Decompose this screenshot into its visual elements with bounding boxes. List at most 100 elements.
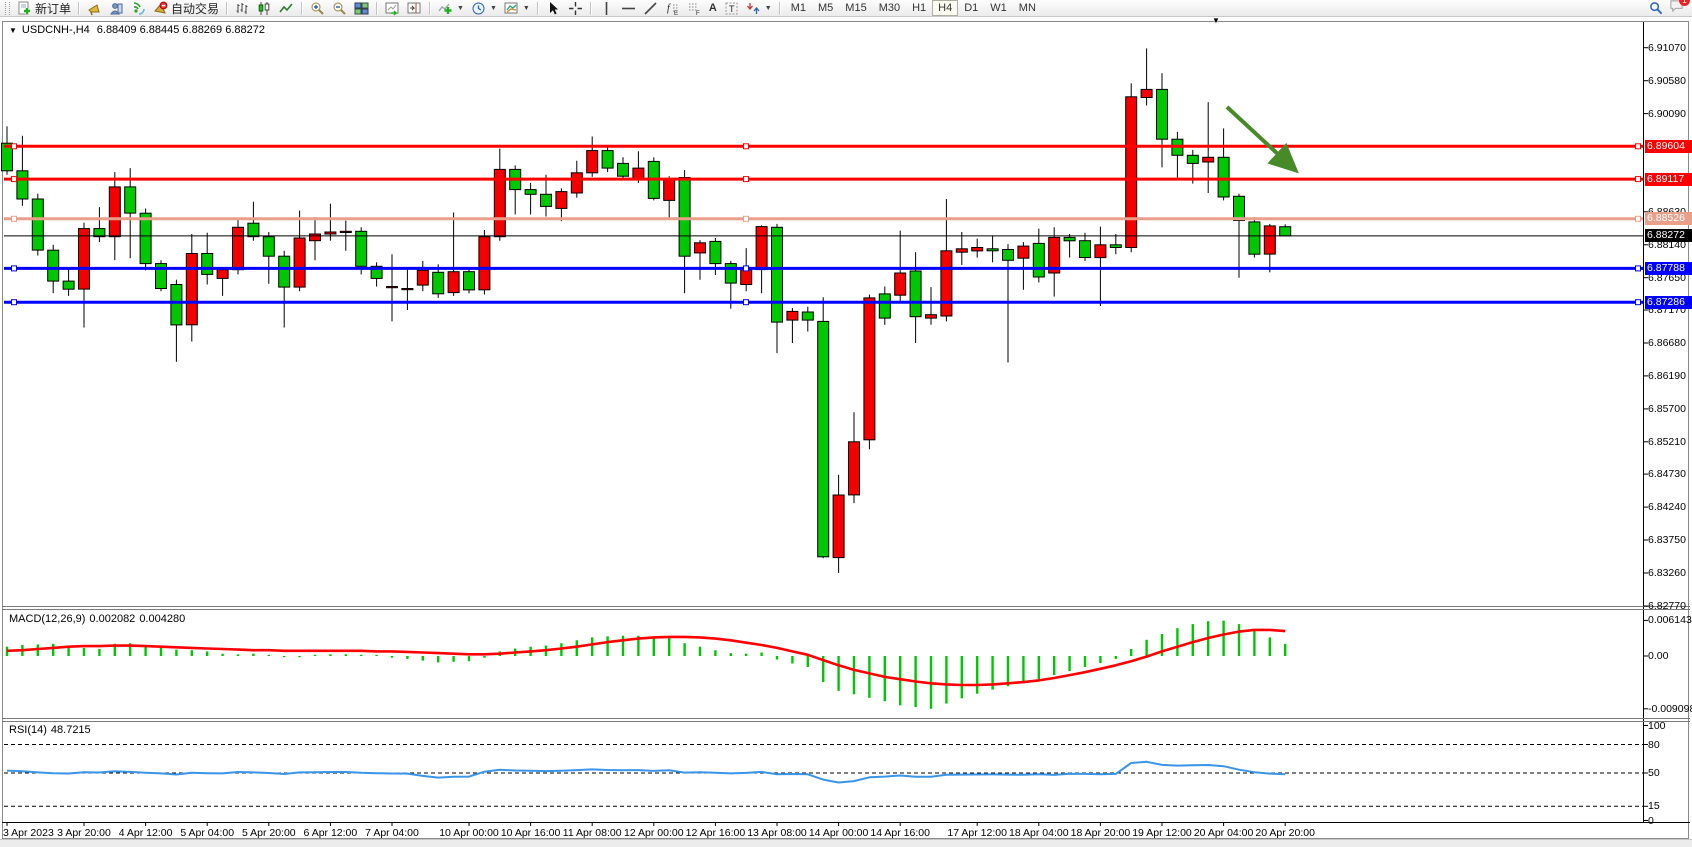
toolbar-grip[interactable] (5, 1, 10, 15)
crosshair-icon (568, 1, 582, 15)
fibonacci-fan-icon: F (688, 3, 700, 16)
trendline-icon (644, 1, 657, 15)
chart-window[interactable]: ▼ USDCNH-,H4 6.88409 6.88445 6.88269 6.882… (0, 18, 1692, 840)
timeframe-button-h4[interactable]: H4 (932, 0, 959, 16)
toolbar-separator (301, 1, 304, 15)
rsi-indicator-label: RSI(14) 48.7215 (9, 724, 95, 736)
timeframe-button-m15[interactable]: M15 (845, 2, 867, 14)
chart-shift-button[interactable] (404, 1, 425, 16)
tile-windows-icon (354, 2, 369, 14)
vertical-line-icon (605, 1, 608, 15)
text-label-icon: T (725, 2, 738, 14)
rsi-value: 48.7215 (50, 724, 91, 736)
auto-scroll-button[interactable] (382, 1, 403, 16)
macd-main-value: 0.002082 (89, 613, 136, 625)
horizontal-line-tool-button[interactable] (618, 1, 639, 16)
arrows-tool-button[interactable]: ▼ (743, 1, 775, 16)
tile-windows-button[interactable] (351, 1, 372, 16)
auto-scroll-icon (385, 2, 399, 16)
zoom-in-icon (311, 2, 324, 15)
toolbar-separator (226, 1, 229, 15)
status-bar (0, 839, 1692, 847)
new-order-label: 新订单 (35, 1, 72, 16)
bar-chart-mode-button[interactable] (232, 1, 253, 16)
notifications-button[interactable]: 1 (1669, 0, 1690, 18)
text-tool-button[interactable]: A (706, 1, 720, 16)
text-label-tool-button[interactable]: T (721, 1, 742, 16)
zoom-in-button[interactable] (307, 1, 328, 16)
cursor-tool-button[interactable] (543, 1, 564, 16)
toolbar-separator (778, 1, 781, 15)
chart-window-frame (2, 21, 1689, 839)
candle-chart-mode-button[interactable] (254, 1, 275, 16)
toolbar: 新订单 自动交易 (0, 0, 1692, 17)
autotrade-button[interactable]: 自动交易 (150, 1, 222, 16)
timeframe-button-h1[interactable]: H1 (912, 2, 927, 14)
notification-badge: 1 (1679, 0, 1690, 6)
chart-ohlc-values: 6.88409 6.88445 6.88269 6.88272 (96, 24, 265, 36)
market-button[interactable] (106, 1, 127, 16)
timeframe-button-m5[interactable]: M5 (818, 2, 834, 14)
toolbar-separator (78, 1, 81, 15)
candlestick-chart-icon (258, 1, 270, 15)
indicators-icon (438, 3, 452, 14)
line-chart-icon (279, 2, 293, 12)
signals-button[interactable] (128, 1, 149, 16)
macd-indicator-label: MACD(12,26,9) 0.002082 0.004280 (9, 613, 189, 625)
zoom-out-button[interactable] (329, 1, 350, 16)
indicators-button[interactable]: ▼ (435, 1, 467, 16)
timeframe-toolbar: M1 M5 M15 M30 H1 H4 D1 W1 MN (785, 0, 1042, 16)
market-icon (110, 2, 123, 14)
svg-text:f: f (667, 3, 671, 14)
crosshair-tool-button[interactable] (565, 1, 586, 16)
line-chart-mode-button[interactable] (276, 1, 297, 16)
toolbar-overflow-chevron[interactable]: ▼ (1212, 16, 1220, 25)
indicators-dropdown-caret: ▼ (457, 4, 464, 12)
search-icon[interactable] (1649, 1, 1663, 15)
arrows-dropdown-caret: ▼ (764, 4, 772, 12)
chart-symbol-period: USDCNH-,H4 (21, 24, 90, 36)
periods-dropdown-caret: ▼ (489, 4, 497, 12)
toolbar-separator (536, 1, 539, 15)
zoom-out-icon (333, 2, 346, 15)
trendline-tool-button[interactable] (640, 1, 661, 16)
autotrade-icon (154, 1, 168, 14)
horizontal-line-icon (621, 7, 635, 9)
arrows-tool-icon (746, 2, 760, 14)
templates-dropdown-caret: ▼ (522, 4, 530, 12)
toolbar-separator (376, 1, 379, 15)
macd-signal-value: 0.004280 (139, 613, 186, 625)
svg-text:F: F (696, 11, 700, 16)
clock-icon (472, 2, 485, 14)
autotrade-label: 自动交易 (171, 1, 220, 16)
chart-menu-arrow-icon[interactable]: ▼ (9, 26, 17, 35)
chart-shift-icon (407, 2, 421, 13)
timeframe-button-m1[interactable]: M1 (790, 2, 807, 14)
rsi-name: RSI(14) (9, 724, 47, 736)
timeframe-button-d1[interactable]: D1 (964, 2, 979, 14)
fibonacci-fan-tool-button[interactable]: F (684, 1, 705, 16)
timeframe-button-mn[interactable]: MN (1018, 2, 1036, 14)
timeframe-button-m30[interactable]: M30 (878, 2, 901, 14)
toolbar-separator (589, 1, 592, 15)
chart-title: ▼ USDCNH-,H4 6.88409 6.88445 6.88269 6.882… (9, 24, 265, 36)
text-tool-icon: A (708, 2, 717, 14)
timeframe-button-w1[interactable]: W1 (990, 2, 1007, 14)
cursor-icon (549, 1, 558, 14)
profile-button[interactable] (84, 1, 105, 16)
new-order-button[interactable]: 新订单 (14, 1, 74, 16)
svg-text:E: E (674, 11, 678, 16)
template-icon (504, 2, 518, 13)
toolbar-separator (429, 1, 432, 15)
templates-button[interactable]: ▼ (501, 1, 533, 16)
svg-text:T: T (729, 4, 735, 14)
bar-chart-icon (236, 2, 248, 14)
signals-icon (133, 1, 145, 15)
macd-name: MACD(12,26,9) (9, 613, 86, 625)
vertical-line-tool-button[interactable] (596, 1, 617, 16)
new-order-icon (18, 1, 31, 14)
periods-button[interactable]: ▼ (468, 1, 500, 16)
